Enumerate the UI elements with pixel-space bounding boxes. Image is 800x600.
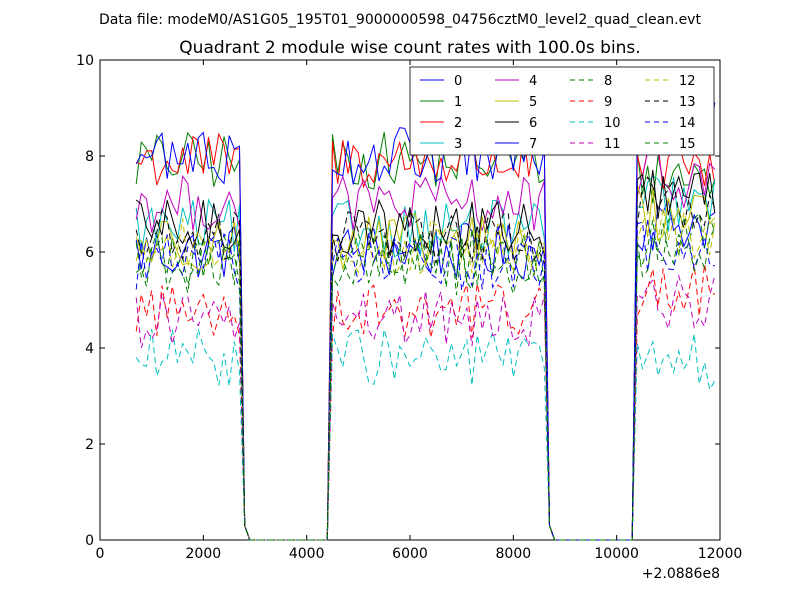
y-tick-label: 4 xyxy=(85,341,94,357)
series-line-13 xyxy=(135,176,716,541)
legend-label-10: 10 xyxy=(604,116,621,131)
legend-label-15: 15 xyxy=(679,137,696,152)
legend-label-2: 2 xyxy=(454,116,462,131)
legend-label-13: 13 xyxy=(679,95,696,110)
legend-label-0: 0 xyxy=(454,74,462,89)
series-line-12 xyxy=(135,207,716,541)
legend-label-11: 11 xyxy=(604,137,621,152)
x-tick-label: 8000 xyxy=(496,546,532,562)
y-tick-label: 8 xyxy=(85,149,94,165)
y-tick-label: 2 xyxy=(85,437,94,453)
series-line-8 xyxy=(135,212,716,541)
series-line-3 xyxy=(135,175,716,541)
x-offset-label: +2.0886e8 xyxy=(642,566,720,582)
legend-label-9: 9 xyxy=(604,95,612,110)
series-line-0 xyxy=(135,198,716,541)
legend-label-12: 12 xyxy=(679,74,696,89)
series-line-10 xyxy=(135,328,716,541)
legend-label-7: 7 xyxy=(529,137,537,152)
legend-label-3: 3 xyxy=(454,137,462,152)
y-tick-label: 0 xyxy=(85,533,94,549)
legend-label-14: 14 xyxy=(679,116,696,131)
y-tick-label: 6 xyxy=(85,245,94,261)
legend-label-8: 8 xyxy=(604,74,612,89)
legend-label-1: 1 xyxy=(454,95,462,110)
x-tick-label: 0 xyxy=(96,546,105,562)
series-layer xyxy=(135,99,716,541)
series-line-11 xyxy=(135,273,716,541)
chart-title: Quadrant 2 module wise count rates with … xyxy=(179,38,640,58)
legend-label-6: 6 xyxy=(529,116,537,131)
x-tick-label: 6000 xyxy=(392,546,428,562)
legend-label-4: 4 xyxy=(529,74,537,89)
legend-label-5: 5 xyxy=(529,95,537,110)
legend-frame xyxy=(409,66,715,156)
series-line-15 xyxy=(135,223,716,541)
chart-suptitle: Data file: modeM0/AS1G05_195T01_90000005… xyxy=(99,12,701,28)
x-tick-label: 10000 xyxy=(594,546,639,562)
x-tick-label: 4000 xyxy=(289,546,325,562)
x-tick-label: 12000 xyxy=(698,546,743,562)
y-tick-label: 10 xyxy=(76,53,94,69)
series-line-1 xyxy=(135,131,716,541)
x-tick-label: 2000 xyxy=(186,546,222,562)
